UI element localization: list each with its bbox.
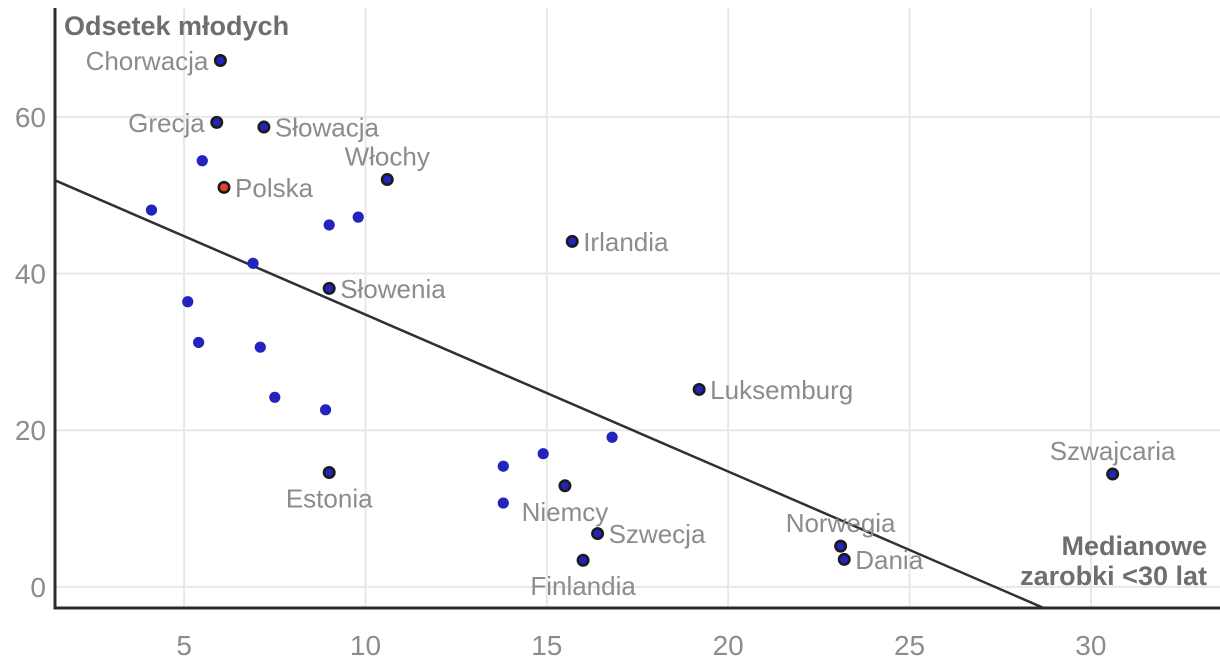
- data-point: [193, 336, 205, 349]
- country-label: Szwecja: [609, 519, 706, 549]
- data-point: [196, 155, 208, 167]
- data-point-labeled: [576, 553, 590, 567]
- y-tick-label: 60: [15, 102, 46, 133]
- data-point-labeled: [692, 382, 706, 396]
- x-tick-label: 5: [176, 630, 192, 661]
- trend-line: [54, 179, 1045, 610]
- country-label: Szwajcaria: [1050, 436, 1176, 466]
- country-label: Polska: [235, 173, 314, 203]
- country-label: Luksemburg: [710, 375, 853, 405]
- data-point-labeled: [558, 479, 572, 493]
- country-label: Słowacja: [275, 113, 380, 143]
- y-tick-label: 40: [15, 259, 46, 290]
- data-point-labeled: [565, 234, 579, 248]
- data-point-labeled: [834, 539, 848, 553]
- data-point: [145, 204, 158, 216]
- data-point: [497, 497, 509, 509]
- data-point-labeled: [257, 120, 271, 134]
- data-point-labeled: [210, 115, 224, 129]
- country-label: Estonia: [286, 483, 373, 513]
- country-label: Grecja: [128, 108, 205, 138]
- country-label: Słowenia: [340, 274, 446, 304]
- country-label: Dania: [855, 545, 923, 575]
- data-point-labeled: [380, 173, 394, 187]
- data-point: [247, 257, 259, 269]
- data-point: [269, 391, 281, 403]
- data-point: [606, 431, 618, 443]
- data-point-labeled: [213, 53, 227, 67]
- country-label: Finlandia: [530, 571, 636, 601]
- x-tick-label: 20: [713, 630, 744, 661]
- y-tick-label: 0: [30, 572, 46, 603]
- country-label: Niemcy: [522, 497, 609, 527]
- y-tick-label: 20: [15, 415, 46, 446]
- x-tick-label: 10: [350, 630, 381, 661]
- data-point-labeled: [1106, 467, 1120, 481]
- x-tick-label: 25: [894, 630, 925, 661]
- data-point: [497, 460, 509, 472]
- x-axis-label: Medianowe zarobki <30 lat: [1020, 531, 1207, 591]
- data-point-labeled: [837, 552, 851, 566]
- data-point: [319, 404, 332, 416]
- data-point-labeled: [591, 527, 605, 541]
- country-label: Irlandia: [583, 227, 669, 257]
- country-label: Włochy: [345, 142, 430, 172]
- data-point-labeled: [322, 281, 336, 295]
- data-point-labeled: [322, 465, 336, 479]
- x-tick-label: 30: [1075, 630, 1106, 661]
- data-point: [182, 296, 194, 308]
- data-point: [323, 219, 335, 231]
- data-point-highlight: [217, 180, 231, 194]
- data-point: [537, 448, 549, 460]
- country-label: Chorwacja: [86, 46, 209, 76]
- country-label: Norwegia: [786, 508, 896, 538]
- x-tick-label: 15: [531, 630, 562, 661]
- chart-title: Odsetek młodych: [64, 11, 290, 41]
- data-point: [254, 341, 266, 353]
- data-point: [352, 211, 364, 223]
